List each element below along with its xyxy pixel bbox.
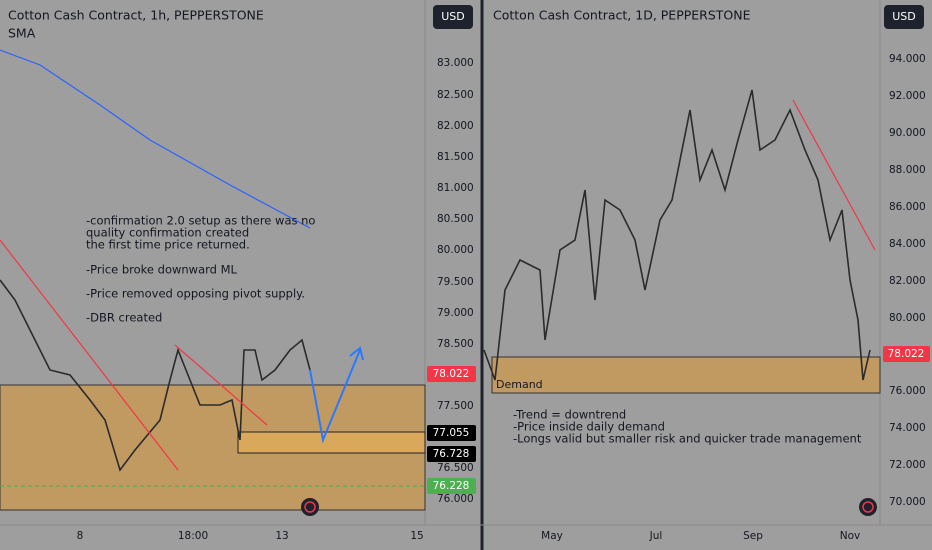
note: -Price broke downward ML	[86, 263, 238, 277]
indicator-label: SMA	[8, 26, 36, 41]
price-axis-label: 83.000	[437, 57, 474, 69]
price-tag	[427, 478, 476, 494]
price-tag-label: 76.228	[433, 480, 470, 492]
trend-line	[792, 99, 876, 251]
price-tag	[427, 425, 476, 441]
arrow-head	[349, 346, 364, 361]
price-axis-label: 78.500	[437, 338, 474, 350]
entry-zone	[237, 431, 426, 454]
price-path	[483, 89, 871, 381]
price-axis-label: 82.500	[437, 89, 474, 101]
price-axis-label: 74.000	[889, 422, 926, 434]
price-tag	[883, 346, 930, 362]
time-axis-label: 18:00	[178, 530, 208, 542]
price-axis-label: 76.000	[437, 493, 474, 505]
price-tag	[427, 366, 476, 382]
time-axis-label: 15	[410, 530, 423, 542]
time-axis-label: Sep	[743, 530, 763, 542]
time-axis-label: Jul	[649, 530, 663, 542]
price-path	[0, 279, 311, 472]
demand-zone	[491, 356, 881, 394]
price-axis: 83.000 82.500 82.000 81.500 81.000 80.500 80.0…	[437, 57, 474, 505]
currency-button[interactable]	[884, 5, 924, 29]
note: -Price inside daily demand	[513, 420, 665, 434]
note: -DBR created	[86, 311, 162, 325]
price-tag	[427, 446, 476, 462]
note: quality confirmation created	[86, 226, 249, 240]
price-axis-label: 82.000	[889, 275, 926, 287]
trend-line	[174, 344, 268, 426]
price-axis-label: 80.500	[437, 213, 474, 225]
price-tag-label: 76.728	[433, 448, 470, 460]
price-axis-label: 86.000	[889, 201, 926, 213]
sma-line	[0, 49, 311, 229]
currency-button[interactable]	[433, 5, 473, 29]
price-axis-label: 79.000	[437, 307, 474, 319]
logo	[859, 498, 877, 516]
price-axis-label: 88.000	[889, 164, 926, 176]
price-axis-label: 81.000	[437, 182, 474, 194]
price-axis-label: 76.000	[889, 385, 926, 397]
currency-label[interactable]: USD	[892, 10, 916, 23]
logo	[862, 501, 874, 513]
note: -Longs valid but smaller risk and quicke…	[513, 432, 862, 446]
price-tag-label: 78.022	[888, 348, 925, 360]
time-axis-label: May	[541, 530, 563, 542]
price-axis-label: 79.500	[437, 276, 474, 288]
price-axis-label: 80.000	[889, 312, 926, 324]
price-axis-label: 72.000	[889, 459, 926, 471]
projection-arrow	[309, 349, 361, 444]
price-axis-label: 82.000	[437, 120, 474, 132]
note: -Trend = downtrend	[513, 408, 626, 422]
trend-line	[0, 239, 179, 471]
currency-label[interactable]: USD	[441, 10, 465, 23]
chart-title: Cotton Cash Contract, 1h, PEPPERSTONE	[8, 8, 264, 23]
price-axis-label: 76.500	[437, 462, 474, 474]
time-axis-label: 8	[77, 530, 84, 542]
price-axis-label: 94.000	[889, 53, 926, 65]
price-tag-label: 77.055	[433, 427, 470, 439]
price-axis-label: 80.000	[437, 244, 474, 256]
price-axis: 94.000 92.000 90.000 88.000 86.000 84.000 82.0…	[889, 53, 926, 508]
zone-label: Demand	[496, 378, 543, 391]
price-axis-label: 84.000	[889, 238, 926, 250]
note: the first time price returned.	[86, 238, 250, 252]
price-axis-label: 81.500	[437, 151, 474, 163]
note: -Price removed opposing pivot supply.	[86, 287, 305, 301]
price-axis-label: 70.000	[889, 496, 926, 508]
logo	[304, 501, 316, 513]
note: -confirmation 2.0 setup as there was no	[86, 214, 315, 228]
price-tag-label: 78.022	[433, 368, 470, 380]
logo	[301, 498, 319, 516]
time-axis-label: 13	[275, 530, 288, 542]
time-axis-label: Nov	[840, 530, 861, 542]
price-axis-label: 92.000	[889, 90, 926, 102]
price-axis-label: 77.500	[437, 400, 474, 412]
chart-title: Cotton Cash Contract, 1D, PEPPERSTONE	[493, 8, 751, 23]
price-axis-label: 90.000	[889, 127, 926, 139]
